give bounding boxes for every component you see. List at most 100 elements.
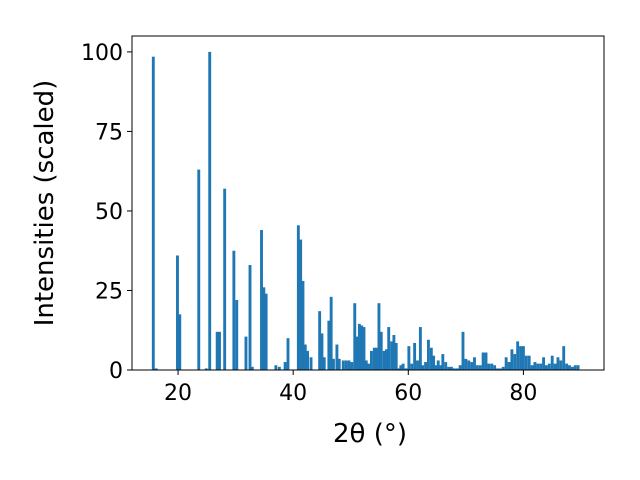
- bar: [377, 303, 381, 370]
- bar: [394, 342, 398, 370]
- bar: [421, 365, 425, 370]
- bar: [484, 352, 488, 370]
- bar: [382, 350, 386, 370]
- bar: [154, 368, 158, 370]
- bar: [250, 366, 254, 370]
- bar: [384, 349, 388, 370]
- bar: [533, 362, 537, 370]
- bar: [470, 362, 474, 370]
- bar: [527, 355, 531, 370]
- bar: [576, 365, 580, 370]
- bar: [335, 344, 339, 370]
- bar: [550, 355, 554, 370]
- bar: [498, 368, 502, 370]
- bar: [176, 255, 179, 370]
- bar: [320, 333, 324, 370]
- bar: [473, 357, 476, 370]
- y-ticks-group: 0 25 50 75 100: [81, 41, 132, 384]
- bar: [481, 352, 485, 370]
- bar: [244, 336, 248, 370]
- bar: [441, 354, 445, 370]
- bar: [301, 280, 305, 370]
- bar: [215, 331, 219, 370]
- bar: [568, 365, 571, 370]
- plot-frame: [131, 35, 605, 371]
- bar: [306, 350, 309, 370]
- bar: [493, 365, 497, 370]
- bar: [510, 349, 514, 370]
- bar: [434, 365, 438, 370]
- bar: [357, 323, 361, 370]
- bar: [524, 355, 528, 370]
- bar: [436, 360, 440, 370]
- bar: [379, 331, 383, 370]
- bar: [347, 360, 351, 370]
- bar: [218, 331, 221, 370]
- bar: [562, 346, 566, 370]
- bar: [507, 362, 511, 370]
- bar: [355, 336, 359, 370]
- x-ticks-group: 20 40 60 80: [164, 370, 537, 406]
- x-tick-label: 80: [509, 381, 537, 406]
- bar: [573, 365, 577, 370]
- bar: [559, 360, 563, 370]
- bar: [536, 363, 540, 370]
- bar: [350, 362, 354, 370]
- bar: [519, 346, 522, 370]
- bar: [397, 368, 400, 370]
- bar: [208, 51, 212, 371]
- bar: [464, 358, 468, 370]
- bar: [362, 327, 366, 370]
- bar: [372, 347, 376, 370]
- y-tick-label: 100: [81, 41, 123, 66]
- bar: [467, 360, 471, 370]
- bars-group: [151, 51, 580, 371]
- bar: [455, 368, 459, 370]
- bar: [501, 366, 505, 370]
- bar: [553, 363, 557, 370]
- bar: [232, 250, 236, 370]
- bar: [296, 225, 300, 370]
- bar: [429, 347, 433, 370]
- bar: [490, 363, 494, 370]
- bar: [329, 296, 333, 370]
- bar: [547, 363, 551, 370]
- bar: [283, 362, 287, 370]
- y-tick-label: 25: [95, 279, 123, 304]
- y-axis-label: Intensities (scaled): [30, 80, 60, 327]
- bar: [496, 368, 499, 370]
- bar: [264, 293, 268, 370]
- bar: [286, 338, 290, 370]
- x-tick-label: 20: [164, 381, 192, 406]
- bar: [478, 365, 482, 370]
- bar: [475, 365, 479, 370]
- bar: [413, 342, 417, 370]
- bar: [542, 357, 545, 370]
- bar: [303, 344, 307, 370]
- bar: [452, 368, 456, 370]
- y-tick-label: 0: [109, 359, 123, 384]
- bar: [235, 300, 239, 370]
- bar: [274, 365, 278, 370]
- bar: [565, 363, 569, 370]
- bar: [151, 56, 155, 371]
- bar: [367, 363, 371, 370]
- x-tick-label: 60: [394, 381, 422, 406]
- x-axis-label: 2θ (°): [333, 419, 407, 449]
- bar: [318, 311, 322, 370]
- bar: [570, 366, 574, 370]
- bar: [392, 335, 396, 370]
- bar: [404, 368, 408, 370]
- bar: [418, 327, 422, 370]
- bar: [387, 327, 391, 370]
- bar: [277, 366, 281, 370]
- bar: [513, 354, 517, 370]
- bar: [410, 363, 414, 370]
- bar: [370, 350, 373, 370]
- bar: [447, 366, 451, 370]
- bar: [439, 365, 442, 370]
- bar: [353, 303, 357, 370]
- bar: [344, 360, 348, 370]
